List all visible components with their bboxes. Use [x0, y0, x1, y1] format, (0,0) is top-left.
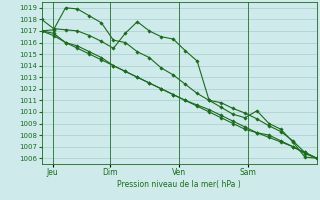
- X-axis label: Pression niveau de la mer( hPa ): Pression niveau de la mer( hPa ): [117, 180, 241, 189]
